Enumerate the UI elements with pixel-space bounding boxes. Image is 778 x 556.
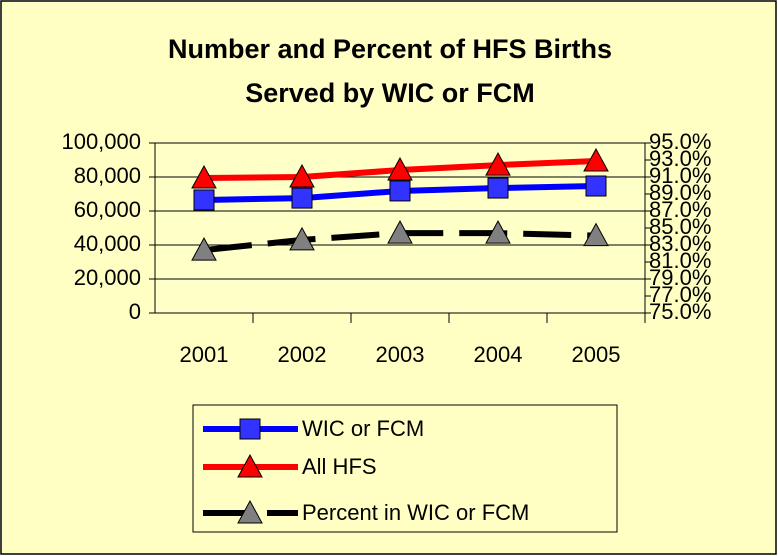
x-tick-label: 2005 bbox=[572, 342, 621, 367]
data-point bbox=[583, 147, 609, 172]
data-point bbox=[585, 175, 607, 197]
y-tick-label: 20,000 bbox=[74, 265, 141, 290]
data-point bbox=[387, 156, 413, 181]
y2-tick-label: 91.0% bbox=[649, 163, 711, 188]
y-tick-label: 40,000 bbox=[74, 231, 141, 256]
data-point bbox=[583, 222, 609, 247]
legend-label: WIC or FCM bbox=[302, 416, 424, 441]
y-tick-label: 60,000 bbox=[74, 197, 141, 222]
legend-marker bbox=[237, 499, 263, 524]
legend-label: Percent in WIC or FCM bbox=[302, 500, 529, 525]
y-tick-label: 0 bbox=[129, 299, 141, 324]
data-point bbox=[191, 164, 217, 189]
y-tick-label: 80,000 bbox=[74, 163, 141, 188]
data-point bbox=[387, 220, 413, 244]
legend-label: All HFS bbox=[302, 454, 377, 479]
x-tick-label: 2004 bbox=[474, 342, 523, 367]
legend-marker bbox=[237, 453, 263, 478]
y-tick-label: 100,000 bbox=[61, 129, 141, 154]
data-point bbox=[487, 177, 509, 199]
data-point bbox=[485, 152, 511, 176]
y2-tick-label: 79.0% bbox=[649, 265, 711, 290]
y2-tick-label: 83.0% bbox=[649, 231, 711, 256]
data-point bbox=[191, 237, 217, 261]
y2-tick-label: 95.0% bbox=[649, 129, 711, 154]
y2-tick-label: 75.0% bbox=[649, 299, 711, 324]
x-tick-label: 2003 bbox=[376, 342, 425, 367]
data-point bbox=[485, 220, 511, 244]
data-point bbox=[289, 226, 315, 251]
legend-marker bbox=[239, 418, 261, 440]
x-tick-label: 2001 bbox=[180, 342, 229, 367]
data-point bbox=[193, 189, 215, 211]
data-point bbox=[389, 180, 411, 202]
data-point bbox=[291, 187, 313, 209]
y2-tick-label: 81.0% bbox=[649, 248, 711, 273]
y2-tick-label: 77.0% bbox=[649, 282, 711, 307]
y2-tick-label: 87.0% bbox=[649, 197, 711, 222]
data-point bbox=[289, 163, 315, 188]
y2-tick-label: 85.0% bbox=[649, 214, 711, 239]
chart-title: Served by WIC or FCM bbox=[245, 78, 535, 108]
x-tick-label: 2002 bbox=[278, 342, 327, 367]
y2-tick-label: 93.0% bbox=[649, 146, 711, 171]
y2-tick-label: 89.0% bbox=[649, 180, 711, 205]
chart-title: Number and Percent of HFS Births bbox=[168, 34, 612, 64]
